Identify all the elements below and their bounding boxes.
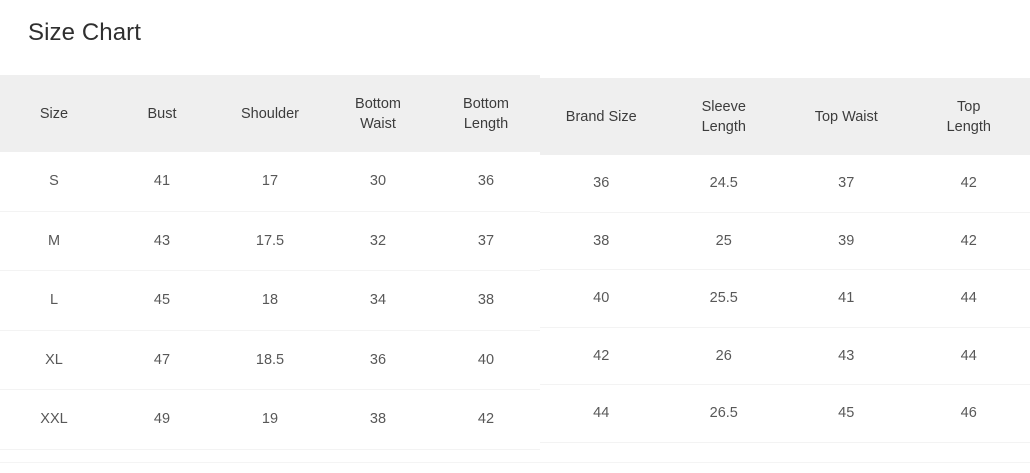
column-header-label: Size (39, 105, 69, 122)
column-header-label-line1: Bottom (463, 95, 509, 112)
table-row: XL 47 18.5 36 40 (0, 330, 540, 390)
table-row: 44 26.5 45 46 (540, 384, 1030, 443)
column-header-sleeve-length: Sleeve Length (662, 78, 785, 155)
cell-brand-size: 44 (540, 384, 663, 443)
cell-bottom-waist: 30 (324, 152, 432, 212)
page-bottom-divider (0, 462, 1030, 463)
cell-bust: 45 (108, 270, 216, 331)
cell-shoulder: 17.5 (216, 211, 324, 271)
table-row: M 43 17.5 32 37 (0, 211, 540, 271)
column-header-shoulder: Shoulder (216, 75, 324, 152)
cell-shoulder: 18 (216, 270, 324, 331)
column-header-label: Brand Size (565, 108, 637, 125)
cell-sleeve-length: 24.5 (662, 155, 785, 213)
column-header-label: Shoulder (240, 105, 300, 122)
cell-brand-size: 42 (540, 327, 663, 385)
table-header-row: Size Bust Shoulder Bottom Waist Bottom L… (0, 75, 540, 152)
table-row: 42 26 43 44 (540, 327, 1030, 385)
cell-sleeve-length: 25 (662, 212, 785, 270)
cell-top-waist: 45 (785, 384, 908, 443)
cell-shoulder: 17 (216, 152, 324, 212)
cell-top-waist: 39 (785, 212, 908, 270)
cell-shoulder: 18.5 (216, 330, 324, 390)
cell-bottom-length: 40 (432, 330, 540, 390)
table-row: L 45 18 34 38 (0, 270, 540, 331)
column-header-bust: Bust (108, 75, 216, 152)
cell-bottom-waist: 34 (324, 270, 432, 331)
column-header-label-line2: Length (946, 118, 991, 135)
cell-bottom-waist: 36 (324, 330, 432, 390)
cell-brand-size: 38 (540, 212, 663, 270)
cell-shoulder: 19 (216, 389, 324, 450)
cell-size: M (0, 211, 108, 271)
cell-sleeve-length: 26 (662, 327, 785, 385)
cell-bust: 43 (108, 211, 216, 271)
cell-brand-size: 36 (540, 155, 663, 213)
table-body-top-measurements: 36 24.5 37 42 38 25 39 42 40 25.5 41 44 … (540, 155, 1030, 443)
column-header-label: Top Waist (814, 108, 878, 125)
cell-top-length: 42 (907, 212, 1030, 270)
column-header-label: Bust (147, 105, 177, 122)
cell-brand-size: 40 (540, 269, 663, 328)
column-header-bottom-waist: Bottom Waist (324, 75, 432, 152)
cell-sleeve-length: 25.5 (662, 269, 785, 328)
cell-bust: 41 (108, 152, 216, 212)
cell-bottom-length: 36 (432, 152, 540, 212)
table-header-top-measurements: Brand Size Sleeve Length Top Waist Top L… (540, 78, 1030, 155)
cell-bottom-length: 38 (432, 270, 540, 331)
table-body-bottom-measurements: S 41 17 30 36 M 43 17.5 32 37 L 45 18 34… (0, 152, 540, 450)
cell-top-waist: 43 (785, 327, 908, 385)
table-row: S 41 17 30 36 (0, 152, 540, 212)
column-header-label-line1: Sleeve (701, 98, 746, 115)
cell-top-waist: 41 (785, 269, 908, 328)
cell-top-length: 44 (907, 327, 1030, 385)
cell-top-waist: 37 (785, 155, 908, 213)
column-header-label-line2: Length (463, 115, 509, 132)
table-header-bottom-measurements: Size Bust Shoulder Bottom Waist Bottom L… (0, 75, 540, 152)
cell-bottom-waist: 38 (324, 389, 432, 450)
cell-size: L (0, 270, 108, 331)
column-header-label-line1: Top (957, 98, 981, 115)
cell-bottom-waist: 32 (324, 211, 432, 271)
column-header-brand-size: Brand Size (540, 78, 663, 155)
cell-top-length: 44 (907, 269, 1030, 328)
cell-size: S (0, 152, 108, 212)
column-header-label-line2: Waist (360, 115, 396, 132)
cell-size: XXL (0, 389, 108, 450)
cell-sleeve-length: 26.5 (662, 384, 785, 443)
table-header-row: Brand Size Sleeve Length Top Waist Top L… (540, 78, 1030, 155)
cell-top-length: 42 (907, 155, 1030, 213)
page-title: Size Chart (28, 19, 142, 46)
cell-top-length: 46 (907, 384, 1030, 443)
cell-bust: 49 (108, 389, 216, 450)
table-row: 38 25 39 42 (540, 212, 1030, 270)
column-header-label-line2: Length (701, 118, 746, 135)
column-header-bottom-length: Bottom Length (432, 75, 540, 152)
column-header-label-line1: Bottom (355, 95, 401, 112)
column-header-top-length: Top Length (907, 78, 1030, 155)
cell-bottom-length: 37 (432, 211, 540, 271)
table-row: 36 24.5 37 42 (540, 155, 1030, 213)
cell-bust: 47 (108, 330, 216, 390)
size-table-bottom-measurements: Size Bust Shoulder Bottom Waist Bottom L… (0, 75, 540, 450)
size-table-top-measurements: Brand Size Sleeve Length Top Waist Top L… (540, 78, 1030, 443)
cell-size: XL (0, 330, 108, 390)
table-row: XXL 49 19 38 42 (0, 389, 540, 450)
column-header-top-waist: Top Waist (785, 78, 908, 155)
cell-bottom-length: 42 (432, 389, 540, 450)
table-row: 40 25.5 41 44 (540, 269, 1030, 328)
column-header-size: Size (0, 75, 108, 152)
